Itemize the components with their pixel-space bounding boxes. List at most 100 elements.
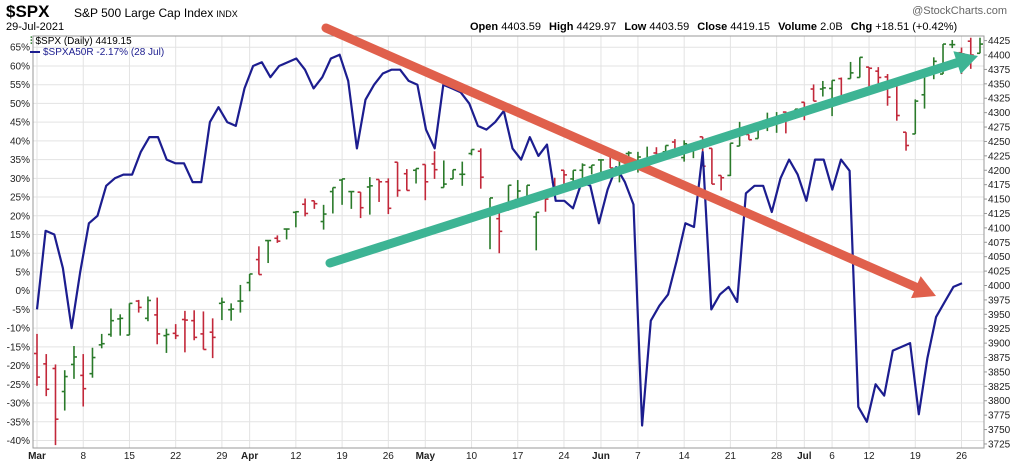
right-tick-label: 4325 bbox=[988, 94, 1011, 105]
x-tick-label: 19 bbox=[910, 451, 922, 462]
price-bar bbox=[218, 297, 225, 321]
right-tick-label: 4100 bbox=[988, 223, 1011, 234]
right-tick-label: 4275 bbox=[988, 123, 1011, 134]
right-tick-label: 4375 bbox=[988, 65, 1011, 76]
price-bar bbox=[117, 314, 124, 336]
right-tick-label: 4300 bbox=[988, 108, 1011, 119]
price-bar bbox=[107, 308, 114, 337]
price-bar bbox=[440, 160, 447, 189]
price-bars bbox=[34, 37, 983, 446]
right-tick-label: 4025 bbox=[988, 267, 1011, 278]
left-tick-label: -40% bbox=[7, 436, 30, 447]
price-bar bbox=[856, 56, 863, 79]
right-tick-label: 4000 bbox=[988, 281, 1011, 292]
left-tick-label: 10% bbox=[10, 249, 30, 260]
right-tick-label: 3925 bbox=[988, 324, 1011, 335]
close-label: Close bbox=[697, 21, 728, 33]
price-bar bbox=[366, 177, 373, 215]
pct-above-50dma-line bbox=[35, 53, 963, 427]
legend-spxa50r: $SPXA50R -2.17% (28 Jul) bbox=[30, 47, 164, 58]
price-bar bbox=[718, 174, 725, 191]
right-axis: 4425 4400 4375 4350 4325 4300 4275 4250 4225 4200… bbox=[984, 36, 1011, 450]
green-trend-arrow-head bbox=[953, 51, 978, 75]
price-bar bbox=[708, 147, 715, 185]
price-bar bbox=[34, 333, 40, 386]
line-swatch-icon bbox=[30, 51, 40, 54]
price-bar bbox=[431, 151, 438, 179]
price-bar bbox=[339, 178, 346, 205]
red-trend-arrow-head bbox=[911, 276, 936, 299]
high-label: High bbox=[549, 21, 574, 33]
exchange-label: INDX bbox=[216, 9, 238, 19]
high-value: 4429.97 bbox=[576, 21, 617, 33]
trend-arrows bbox=[321, 23, 978, 299]
volume-label: Volume bbox=[778, 21, 818, 33]
price-bar bbox=[533, 211, 540, 251]
chart-date: 29-Jul-2021 bbox=[6, 21, 65, 33]
price-bar bbox=[126, 302, 133, 336]
legend-spx: ⫶ $SPX (Daily) 4419.15 bbox=[30, 36, 164, 47]
right-tick-label: 3875 bbox=[988, 353, 1011, 364]
x-tick-label: 28 bbox=[771, 451, 783, 462]
price-bar bbox=[949, 40, 956, 49]
price-bar bbox=[89, 347, 96, 378]
price-bar bbox=[403, 169, 410, 192]
price-bar bbox=[80, 354, 87, 407]
left-tick-label: -15% bbox=[7, 342, 30, 353]
left-tick-label: -25% bbox=[7, 380, 30, 391]
brand-watermark[interactable]: @StockCharts.com bbox=[912, 5, 1007, 17]
price-bar bbox=[311, 200, 318, 209]
left-axis: 65% 60% 55% 50% 45% 40% 35% 30% 25% 20% 15% 10% 5% 0%… bbox=[7, 43, 30, 447]
x-tick-label: Jul bbox=[797, 451, 812, 462]
price-bar bbox=[727, 142, 734, 177]
price-bar bbox=[847, 61, 854, 80]
x-tick-label: 7 bbox=[635, 451, 641, 462]
price-bar bbox=[394, 161, 401, 197]
price-bar bbox=[135, 299, 142, 313]
right-tick-label: 4125 bbox=[988, 209, 1011, 220]
red-trend-arrow bbox=[321, 23, 936, 299]
x-tick-label: 12 bbox=[863, 451, 875, 462]
symbol-title: $SPX bbox=[6, 2, 50, 21]
right-tick-label: 3750 bbox=[988, 425, 1011, 436]
price-bar bbox=[181, 310, 188, 353]
chg-label: Chg bbox=[850, 21, 873, 33]
right-tick-label: 3900 bbox=[988, 339, 1011, 350]
green-trend-arrow bbox=[325, 51, 978, 268]
left-tick-label: 55% bbox=[10, 80, 30, 91]
price-bar bbox=[357, 191, 364, 219]
open-value: 4403.59 bbox=[501, 21, 541, 33]
x-tick-label: 12 bbox=[290, 451, 302, 462]
low-value: 4403.59 bbox=[649, 21, 690, 33]
price-bar bbox=[819, 80, 826, 97]
price-bar bbox=[61, 370, 68, 411]
x-tick-label: 17 bbox=[512, 451, 524, 462]
price-bar bbox=[579, 163, 586, 180]
legend-spxa50r-label: $SPXA50R -2.17% (28 Jul) bbox=[43, 47, 165, 58]
price-bar bbox=[560, 169, 567, 185]
price-bar bbox=[163, 328, 170, 353]
right-tick-label: 4050 bbox=[988, 252, 1011, 263]
left-tick-label: 15% bbox=[10, 230, 30, 241]
right-tick-label: 4425 bbox=[988, 36, 1011, 47]
right-tick-label: 3825 bbox=[988, 382, 1011, 393]
x-tick-label: 24 bbox=[558, 451, 570, 462]
x-tick-label: May bbox=[416, 451, 436, 462]
x-tick-label: 29 bbox=[216, 451, 228, 462]
price-bar bbox=[348, 190, 355, 209]
ohlc-readout: Open 4403.59 High 4429.97 Low 4403.59 Cl… bbox=[470, 21, 962, 33]
right-tick-label: 3725 bbox=[988, 439, 1011, 450]
price-bar bbox=[265, 239, 272, 264]
right-tick-label: 4200 bbox=[988, 166, 1011, 177]
price-bar bbox=[228, 303, 235, 321]
price-bar bbox=[884, 74, 891, 106]
price-bar bbox=[329, 186, 336, 214]
left-tick-label: 35% bbox=[10, 155, 30, 166]
volume-value: 2.0B bbox=[820, 21, 843, 33]
left-tick-label: -5% bbox=[12, 305, 30, 316]
legend: ⫶ $SPX (Daily) 4419.15 $SPXA50R -2.17% (2… bbox=[30, 36, 164, 58]
left-tick-label: 50% bbox=[10, 99, 30, 110]
right-tick-label: 4175 bbox=[988, 180, 1011, 191]
x-axis: Mar 8 15 22 29 Apr 12 19 26 May 10 17 24 Jun 7 14 21 28 Ju… bbox=[28, 451, 967, 462]
